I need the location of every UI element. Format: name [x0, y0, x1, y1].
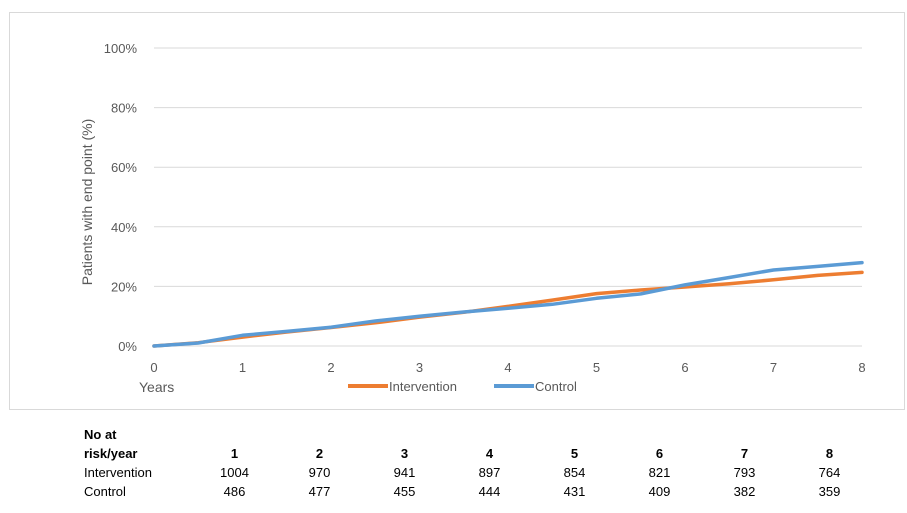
x-axis-title: Years: [139, 379, 174, 395]
number-at-risk-table: No at risk/year 1 2 3 4 5 6 7 8 Interven…: [84, 425, 872, 501]
series-line-control: [152, 260, 864, 348]
risk-row-label: Intervention: [84, 465, 152, 480]
y-axis-ticks: 0% 20% 40% 60% 80% 100%: [104, 41, 138, 354]
y-tick-label: 0%: [118, 339, 137, 354]
risk-cell: 444: [478, 484, 501, 499]
x-tick-label: 5: [593, 360, 600, 375]
x-tick-label: 7: [770, 360, 777, 375]
x-tick-label: 1: [239, 360, 246, 375]
risk-table-row-control: Control 486 477 455 444 431 409 382 359: [84, 482, 872, 501]
risk-cell: 486: [223, 484, 246, 499]
legend-label-control: Control: [535, 379, 577, 394]
risk-table-header-row-1: No at: [84, 425, 872, 444]
risk-cell: 477: [308, 484, 331, 499]
x-tick-label: 2: [327, 360, 334, 375]
risk-year-header: 6: [655, 446, 664, 461]
y-tick-label: 20%: [111, 279, 137, 294]
y-tick-label: 80%: [111, 101, 137, 116]
risk-cell: 359: [818, 484, 841, 499]
x-tick-label: 0: [150, 360, 157, 375]
risk-year-header: 3: [400, 446, 409, 461]
risk-table-row-intervention: Intervention 1004 970 941 897 854 821 79…: [84, 463, 872, 482]
risk-cell: 1004: [220, 465, 249, 480]
risk-table-header-label-line1: No at: [84, 427, 117, 442]
y-axis-title: Patients with end point (%): [79, 119, 95, 286]
gridlines: [154, 47, 862, 347]
x-tick-label: 4: [504, 360, 511, 375]
y-tick-label: 40%: [111, 220, 137, 235]
risk-cell: 941: [393, 465, 416, 480]
legend: Intervention Control: [348, 379, 577, 394]
risk-year-header: 8: [825, 446, 834, 461]
risk-year-header: 5: [570, 446, 579, 461]
x-tick-label: 8: [858, 360, 865, 375]
risk-year-header: 1: [230, 446, 239, 461]
risk-year-header: 2: [315, 446, 324, 461]
x-tick-label: 3: [416, 360, 423, 375]
risk-cell: 409: [648, 484, 671, 499]
risk-cell: 970: [308, 465, 331, 480]
y-tick-label: 100%: [104, 41, 138, 56]
risk-year-header: 7: [740, 446, 749, 461]
risk-year-header: 4: [485, 446, 494, 461]
risk-cell: 897: [478, 465, 501, 480]
risk-cell: 431: [563, 484, 586, 499]
risk-row-label: Control: [84, 484, 126, 499]
risk-cell: 793: [733, 465, 756, 480]
risk-cell: 382: [733, 484, 756, 499]
risk-table-header-row-2: risk/year 1 2 3 4 5 6 7 8: [84, 444, 872, 463]
x-tick-label: 6: [681, 360, 688, 375]
series-lines: [152, 260, 864, 348]
risk-cell: 455: [393, 484, 416, 499]
risk-cell: 854: [563, 465, 586, 480]
x-axis-ticks: 0 1 2 3 4 5 6 7 8: [150, 360, 865, 375]
risk-table-header-label-line2: risk/year: [84, 446, 138, 461]
legend-label-intervention: Intervention: [389, 379, 457, 394]
y-tick-label: 60%: [111, 160, 137, 175]
risk-cell: 821: [648, 465, 671, 480]
chart-frame: [9, 12, 905, 410]
risk-cell: 764: [818, 465, 841, 480]
